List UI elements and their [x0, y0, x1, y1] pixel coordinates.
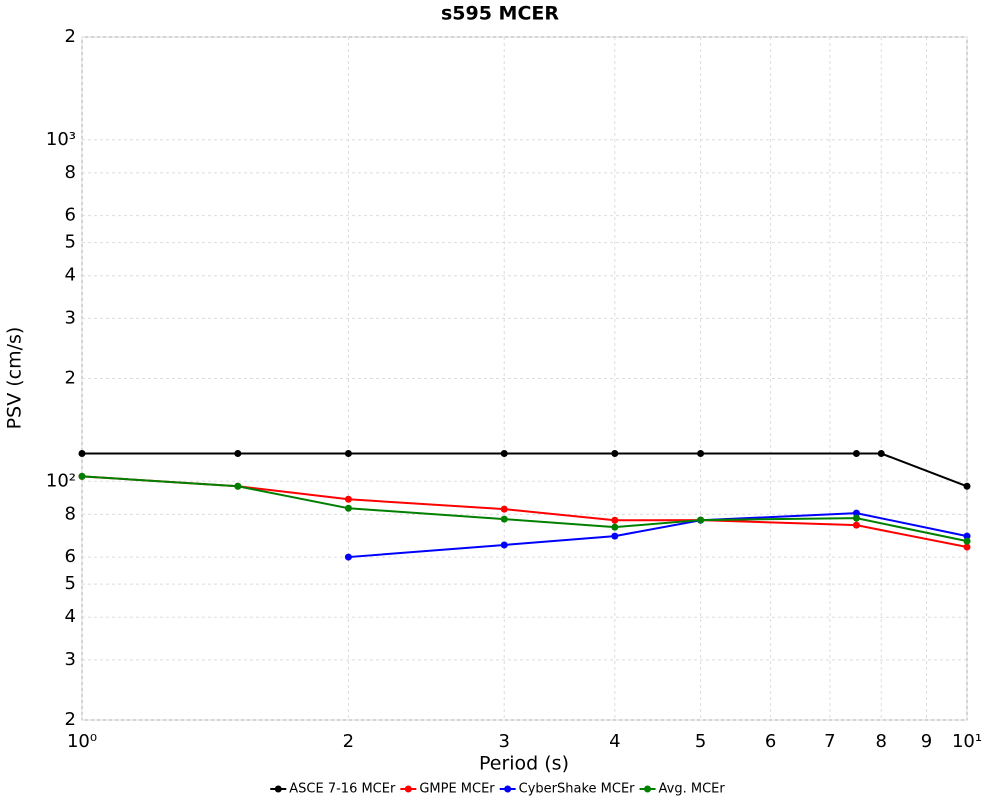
y-tick-label: 8 — [65, 503, 76, 524]
x-tick-label: 4 — [609, 731, 620, 752]
data-point — [852, 450, 860, 458]
y-tick-label: 10³ — [46, 129, 76, 150]
x-tick-label: 9 — [921, 731, 932, 752]
data-point — [611, 516, 619, 524]
data-point — [963, 543, 971, 551]
data-point — [500, 541, 508, 549]
legend-label: Avg. MCEr — [659, 782, 726, 797]
data-point — [611, 523, 619, 531]
data-point — [344, 504, 352, 512]
legend-marker — [274, 785, 282, 793]
x-tick-label: 2 — [343, 731, 354, 752]
data-point — [852, 521, 860, 529]
legend-label: ASCE 7-16 MCEr — [289, 782, 396, 797]
y-tick-label: 4 — [65, 265, 76, 286]
legend-marker — [404, 785, 412, 793]
data-point — [78, 450, 86, 458]
x-tick-label: 10⁰ — [67, 731, 97, 752]
data-point — [697, 450, 705, 458]
data-point — [963, 532, 971, 540]
chart-title: s595 MCER — [441, 3, 559, 25]
x-tick-label: 6 — [765, 731, 776, 752]
y-tick-label: 3 — [65, 307, 76, 328]
x-tick-label: 5 — [695, 731, 706, 752]
data-point — [234, 482, 242, 490]
y-tick-label: 5 — [65, 232, 76, 253]
data-point — [500, 515, 508, 523]
x-axis-label: Period (s) — [479, 753, 569, 775]
x-tick-label: 8 — [876, 731, 887, 752]
y-tick-label: 3 — [65, 649, 76, 670]
y-tick-label: 2 — [65, 26, 76, 47]
data-point — [877, 450, 885, 458]
data-point — [852, 509, 860, 517]
data-point — [344, 450, 352, 458]
legend-label: CyberShake MCEr — [519, 782, 636, 797]
y-tick-label: 10² — [46, 470, 76, 491]
y-tick-label: 4 — [65, 606, 76, 627]
y-tick-label: 6 — [65, 205, 76, 226]
y-tick-label: 6 — [65, 546, 76, 567]
data-point — [78, 472, 86, 480]
legend-marker — [644, 785, 652, 793]
data-point — [611, 532, 619, 540]
series-line — [81, 475, 968, 543]
data-point — [344, 495, 352, 503]
legend-label: GMPE MCEr — [419, 782, 495, 797]
y-tick-label: 5 — [65, 573, 76, 594]
data-point — [500, 505, 508, 513]
data-point — [852, 514, 860, 522]
y-tick-label: 2 — [65, 709, 76, 730]
x-tick-label: 7 — [824, 731, 835, 752]
data-point — [234, 450, 242, 458]
data-point — [500, 450, 508, 458]
legend-marker — [504, 785, 512, 793]
series-line — [81, 475, 968, 549]
data-point — [963, 482, 971, 490]
y-axis-label: PSV (cm/s) — [4, 327, 26, 430]
data-point — [344, 553, 352, 561]
y-tick-label: 8 — [65, 162, 76, 183]
data-point — [697, 516, 705, 524]
data-point — [963, 537, 971, 545]
y-tick-label: 2 — [65, 368, 76, 389]
x-tick-label: 10¹ — [952, 731, 982, 752]
x-tick-label: 3 — [499, 731, 510, 752]
series-line — [348, 512, 968, 559]
data-point — [611, 450, 619, 458]
